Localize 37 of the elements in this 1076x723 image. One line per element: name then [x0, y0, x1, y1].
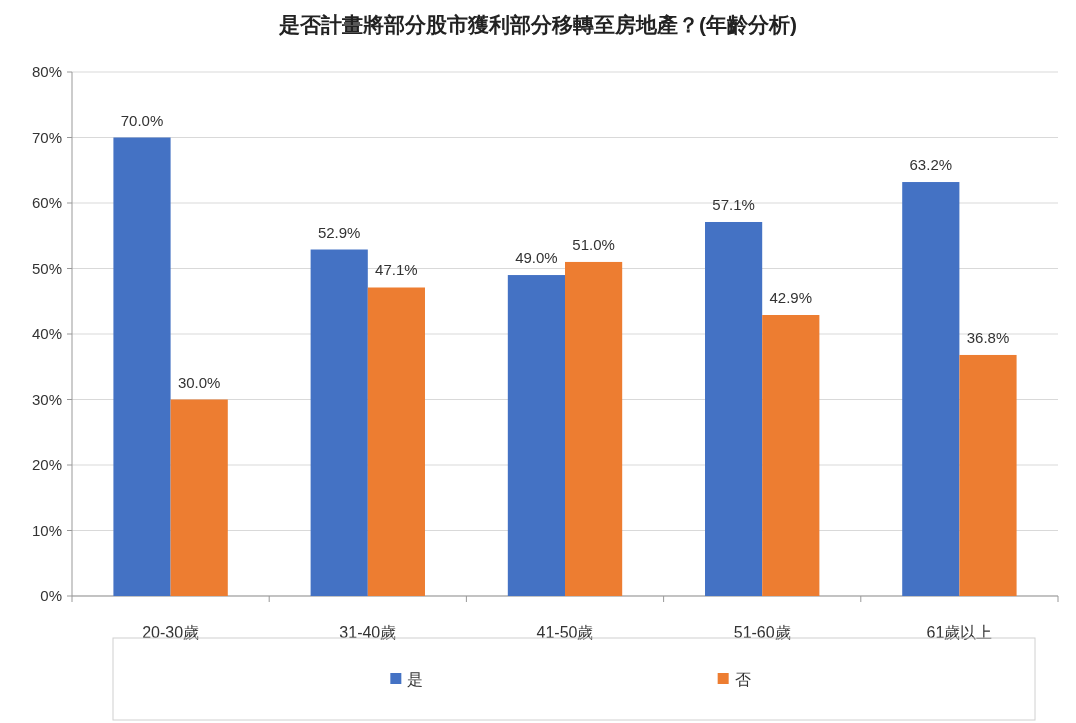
bar	[959, 354, 1017, 596]
data-label: 47.1%	[375, 261, 418, 279]
data-label: 49.0%	[515, 249, 558, 267]
y-tick-label: 50%	[31, 259, 62, 277]
bar	[565, 261, 623, 596]
x-tick-label: 20-30歲	[142, 624, 200, 641]
data-label: 52.9%	[317, 223, 361, 241]
legend-label: 否	[734, 671, 751, 688]
data-label: 42.9%	[769, 289, 813, 307]
x-tick-label: 41-50歲	[536, 624, 594, 641]
y-tick-label: 20%	[31, 456, 62, 473]
bar	[762, 315, 820, 596]
bar	[310, 249, 368, 596]
bar	[170, 399, 228, 596]
data-label: 63.2%	[909, 156, 953, 174]
data-label: 70.0%	[120, 111, 164, 129]
y-tick-label: 10%	[31, 521, 62, 539]
bar	[113, 137, 171, 596]
bar	[705, 222, 763, 596]
bar	[507, 275, 565, 596]
data-label: 36.8%	[966, 328, 1010, 346]
y-tick-label: 60%	[31, 194, 62, 211]
y-tick-label: 80%	[31, 63, 62, 80]
legend-label: 是	[407, 671, 424, 688]
x-tick-label: 51-60歲	[733, 624, 791, 641]
bar	[902, 182, 960, 596]
data-label: 57.1%	[712, 195, 755, 213]
data-label: 51.0%	[572, 235, 615, 253]
chart-title: 是否計畫將部分股市獲利部分移轉至房地產？(年齡分析)	[278, 13, 797, 36]
x-tick-label: 61歲以上	[926, 624, 993, 641]
data-label: 30.0%	[177, 373, 221, 391]
x-tick-label: 31-40歲	[339, 624, 397, 641]
y-tick-label: 40%	[31, 325, 62, 342]
y-tick-label: 30%	[31, 390, 62, 408]
y-tick-label: 70%	[31, 128, 62, 146]
y-tick-label: 0%	[40, 587, 62, 604]
bar	[367, 287, 425, 596]
